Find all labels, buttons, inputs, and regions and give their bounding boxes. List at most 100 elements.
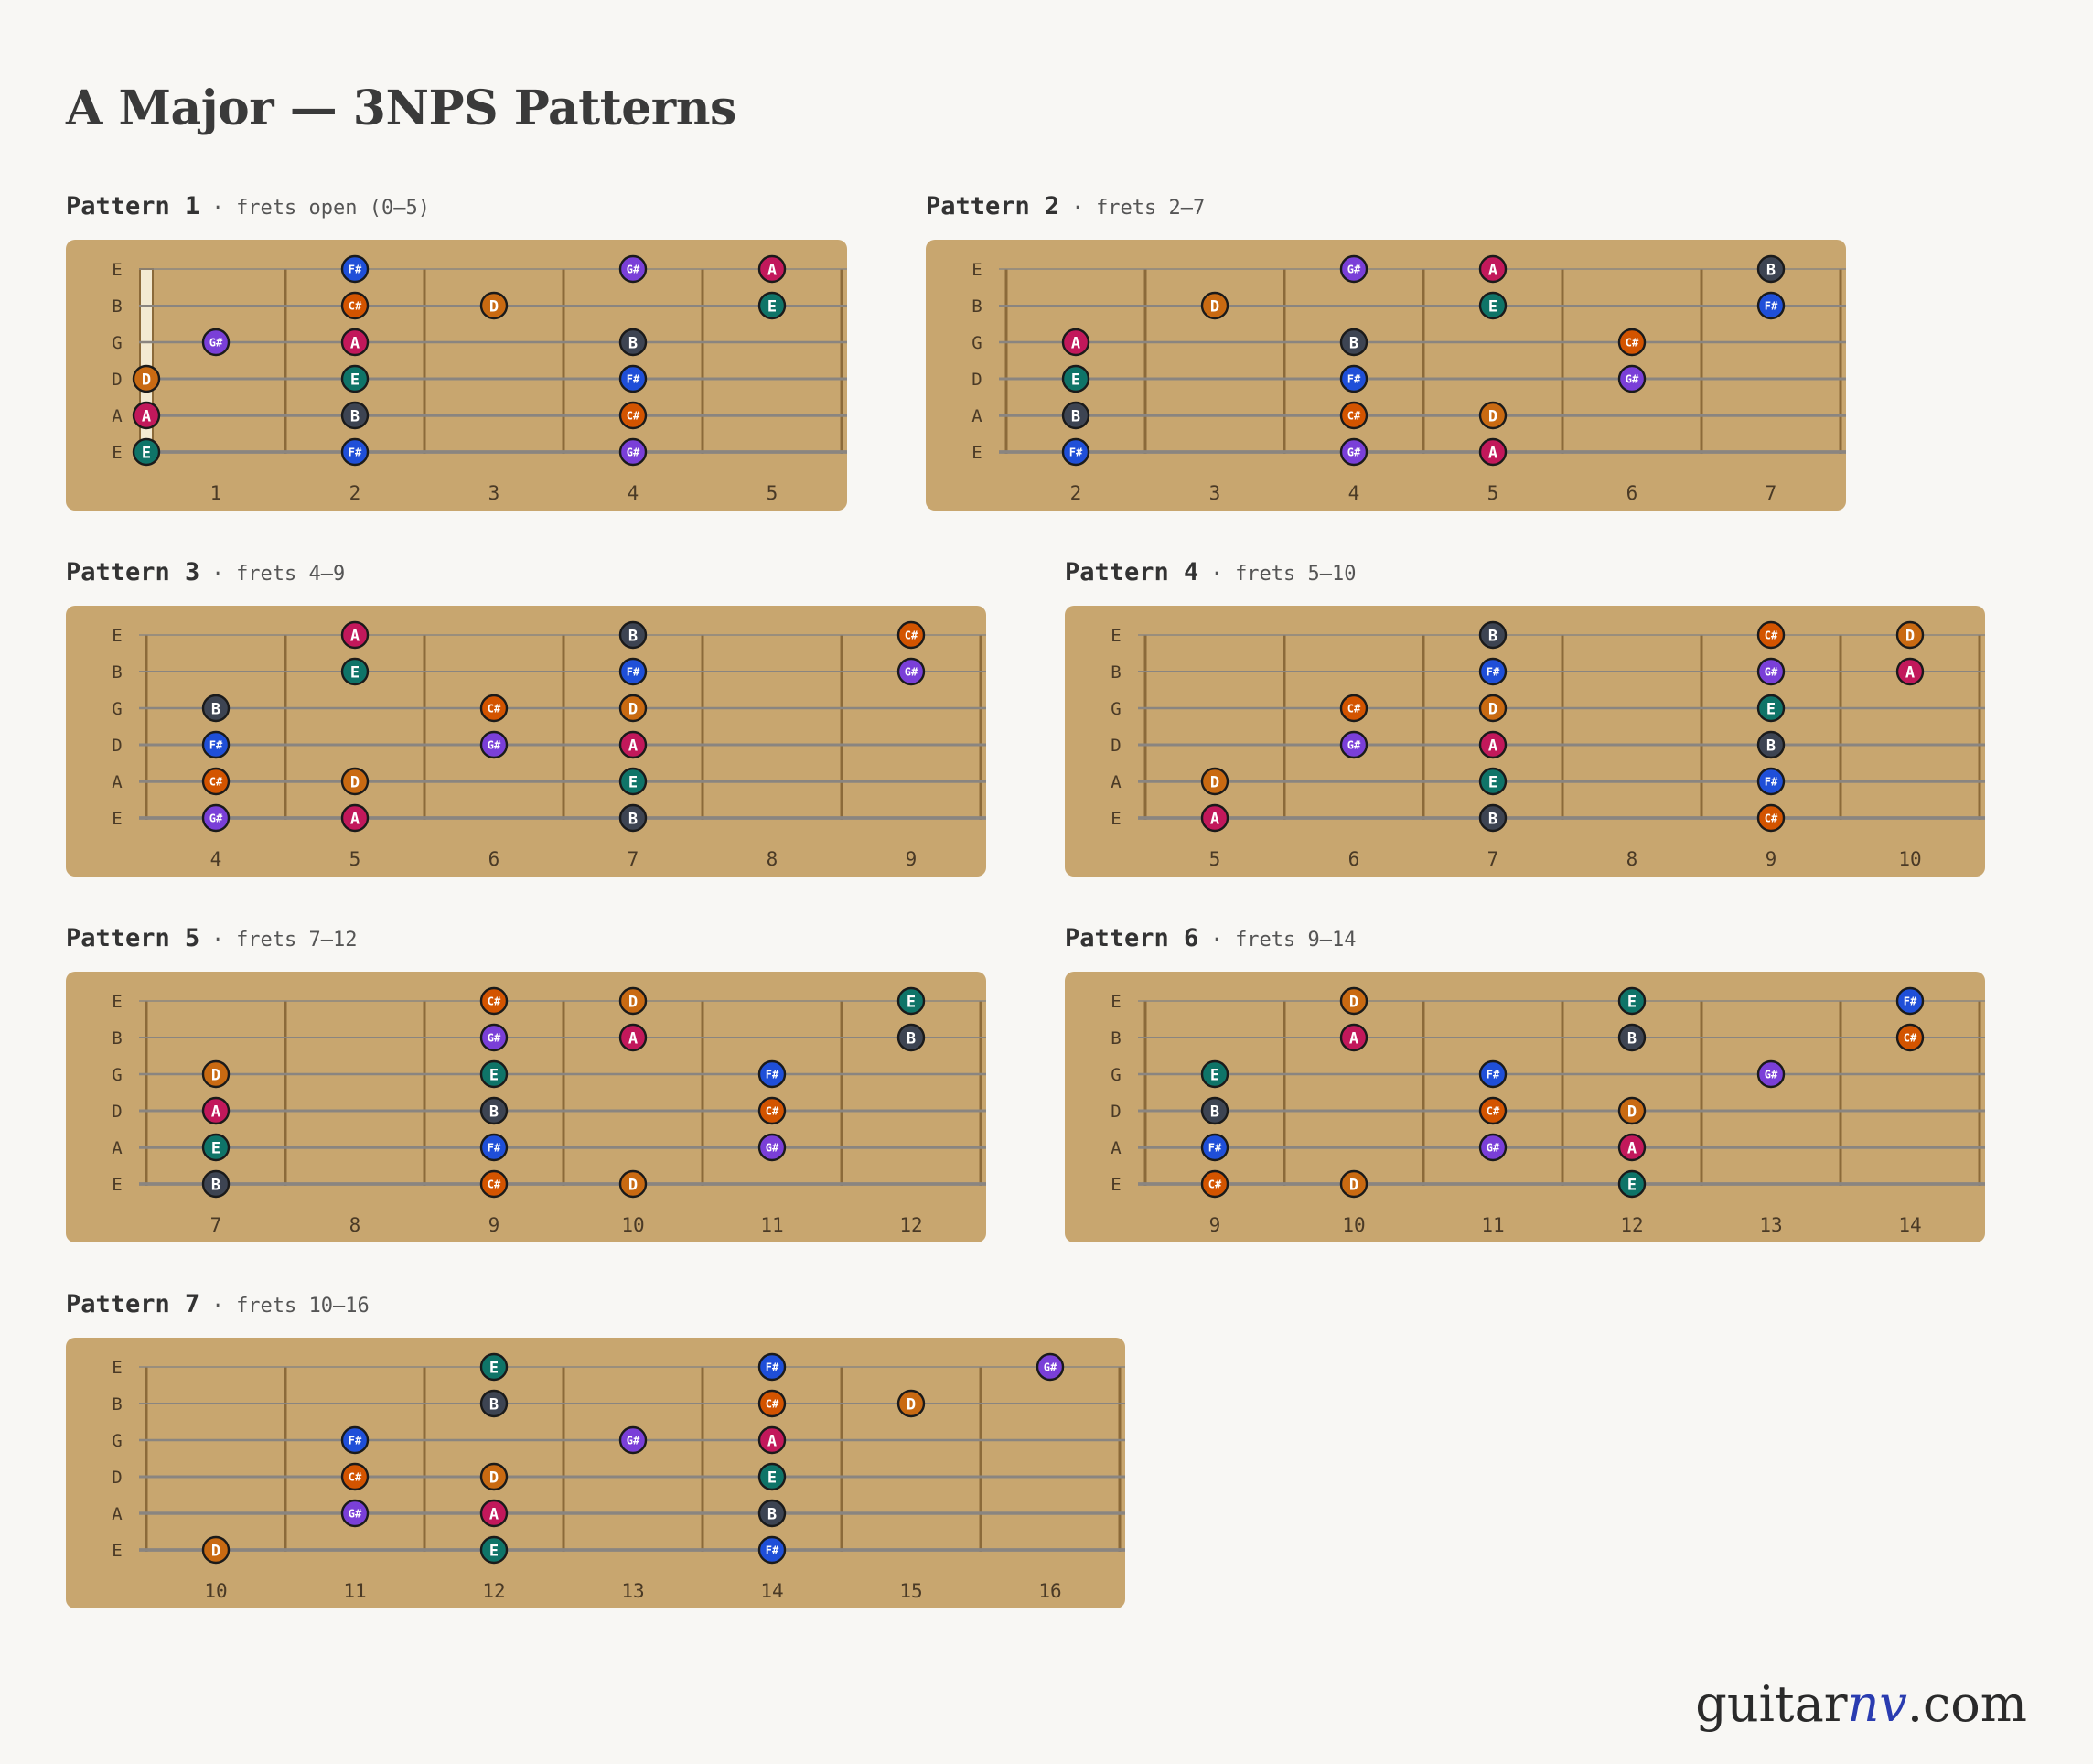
pattern-range: frets 4–9 bbox=[236, 563, 346, 586]
note-dot bbox=[1756, 254, 1786, 284]
note-dot bbox=[1036, 1352, 1065, 1382]
note-b: B bbox=[896, 1023, 926, 1052]
note-d: D bbox=[1478, 401, 1508, 430]
note-b: B bbox=[1756, 254, 1786, 284]
note-b: B bbox=[479, 1096, 509, 1125]
note-label: C# bbox=[1487, 1105, 1500, 1118]
note-label: G# bbox=[905, 666, 918, 679]
string-label: A bbox=[1111, 772, 1122, 792]
note-dot bbox=[201, 767, 231, 796]
note-e: E bbox=[1756, 694, 1786, 723]
note-label: F# bbox=[766, 1361, 779, 1374]
note-dot bbox=[479, 694, 509, 723]
note-dot bbox=[1617, 1096, 1647, 1125]
note-d: D bbox=[1339, 986, 1368, 1016]
note-label: A bbox=[1488, 737, 1497, 756]
note-label: A bbox=[628, 1030, 638, 1049]
note-dot bbox=[618, 620, 648, 650]
note-dot bbox=[618, 803, 648, 833]
separator-dot: · bbox=[199, 563, 237, 586]
note-dot bbox=[1478, 291, 1508, 320]
fret-number: 4 bbox=[210, 848, 222, 870]
note-dot bbox=[1895, 620, 1925, 650]
note-dot bbox=[1478, 401, 1508, 430]
note-c-sharp: C# bbox=[757, 1096, 787, 1125]
note-label: F# bbox=[627, 666, 640, 679]
note-g-sharp: G# bbox=[1339, 730, 1368, 759]
note-dot bbox=[896, 1389, 926, 1418]
note-f-sharp: F# bbox=[618, 657, 648, 686]
note-c-sharp: C# bbox=[618, 401, 648, 430]
note-dot bbox=[618, 1425, 648, 1455]
note-label: C# bbox=[1347, 703, 1361, 715]
string-label: E bbox=[1111, 626, 1121, 646]
fretboard: E B G D A E 7 8 9 10 11 12 C# D E G# A B D E F# A B C# E F# G# B C# D bbox=[66, 972, 986, 1242]
fret-number: 2 bbox=[349, 482, 361, 504]
note-label: F# bbox=[349, 1435, 362, 1447]
note-label: E bbox=[489, 1543, 499, 1561]
note-dot bbox=[340, 803, 370, 833]
note-dot bbox=[479, 291, 509, 320]
string-label: E bbox=[971, 260, 982, 280]
note-dot bbox=[618, 986, 648, 1016]
fret-number: 12 bbox=[1620, 1214, 1643, 1236]
note-label: G# bbox=[1347, 446, 1361, 459]
note-dot bbox=[201, 1169, 231, 1199]
separator-dot: · bbox=[199, 929, 237, 952]
note-label: B bbox=[1766, 262, 1776, 280]
note-c-sharp: C# bbox=[1756, 620, 1786, 650]
note-c-sharp: C# bbox=[340, 1462, 370, 1491]
note-label: B bbox=[628, 335, 638, 353]
pattern-range: frets 10–16 bbox=[236, 1295, 370, 1318]
pattern-range: frets 9–14 bbox=[1235, 929, 1357, 952]
note-c-sharp: C# bbox=[1478, 1096, 1508, 1125]
note-label: G# bbox=[1044, 1361, 1057, 1374]
note-label: G# bbox=[1765, 666, 1778, 679]
note-b: B bbox=[1756, 730, 1786, 759]
string-label: E bbox=[112, 260, 122, 280]
note-d: D bbox=[1895, 620, 1925, 650]
note-e: E bbox=[757, 291, 787, 320]
string-label: E bbox=[112, 1358, 122, 1378]
fret-number: 14 bbox=[760, 1580, 783, 1602]
note-a: A bbox=[340, 328, 370, 357]
note-e: E bbox=[340, 364, 370, 393]
string-label: B bbox=[112, 296, 122, 317]
fretboard: E B G D A E 10 11 12 13 14 15 16 E F# G# B C# D F# G# A C# D E G#… bbox=[66, 1338, 1125, 1608]
note-e: E bbox=[1617, 1169, 1647, 1199]
note-d: D bbox=[618, 1169, 648, 1199]
note-e: E bbox=[1200, 1059, 1229, 1089]
fret-number: 7 bbox=[1766, 482, 1777, 504]
note-dot bbox=[340, 254, 370, 284]
string-label: G bbox=[112, 333, 122, 353]
string-label: E bbox=[1111, 809, 1121, 829]
note-dot bbox=[1478, 657, 1508, 686]
note-label: C# bbox=[766, 1398, 779, 1411]
note-label: A bbox=[1210, 811, 1219, 829]
note-label: E bbox=[907, 994, 916, 1012]
string-label: E bbox=[112, 1541, 122, 1561]
note-e: E bbox=[1061, 364, 1090, 393]
string-label: E bbox=[1111, 1175, 1121, 1195]
note-dot bbox=[201, 1133, 231, 1162]
string-label: E bbox=[112, 443, 122, 463]
note-dot bbox=[1478, 254, 1508, 284]
note-a: A bbox=[1478, 437, 1508, 467]
note-dot bbox=[1339, 254, 1368, 284]
fret-number: 9 bbox=[1209, 1214, 1221, 1236]
note-b: B bbox=[618, 620, 648, 650]
note-dot bbox=[1756, 620, 1786, 650]
fret-number: 6 bbox=[1348, 848, 1360, 870]
note-a: A bbox=[757, 254, 787, 284]
note-dot bbox=[340, 437, 370, 467]
string-label: A bbox=[1111, 1138, 1122, 1158]
pattern-heading: Pattern 5 · frets 7–12 bbox=[66, 924, 358, 952]
string-label: A bbox=[112, 772, 123, 792]
note-label: C# bbox=[488, 703, 501, 715]
note-label: F# bbox=[209, 739, 223, 752]
note-dot bbox=[1617, 364, 1647, 393]
note-c-sharp: C# bbox=[896, 620, 926, 650]
note-dot bbox=[1339, 986, 1368, 1016]
note-g-sharp: G# bbox=[1339, 254, 1368, 284]
